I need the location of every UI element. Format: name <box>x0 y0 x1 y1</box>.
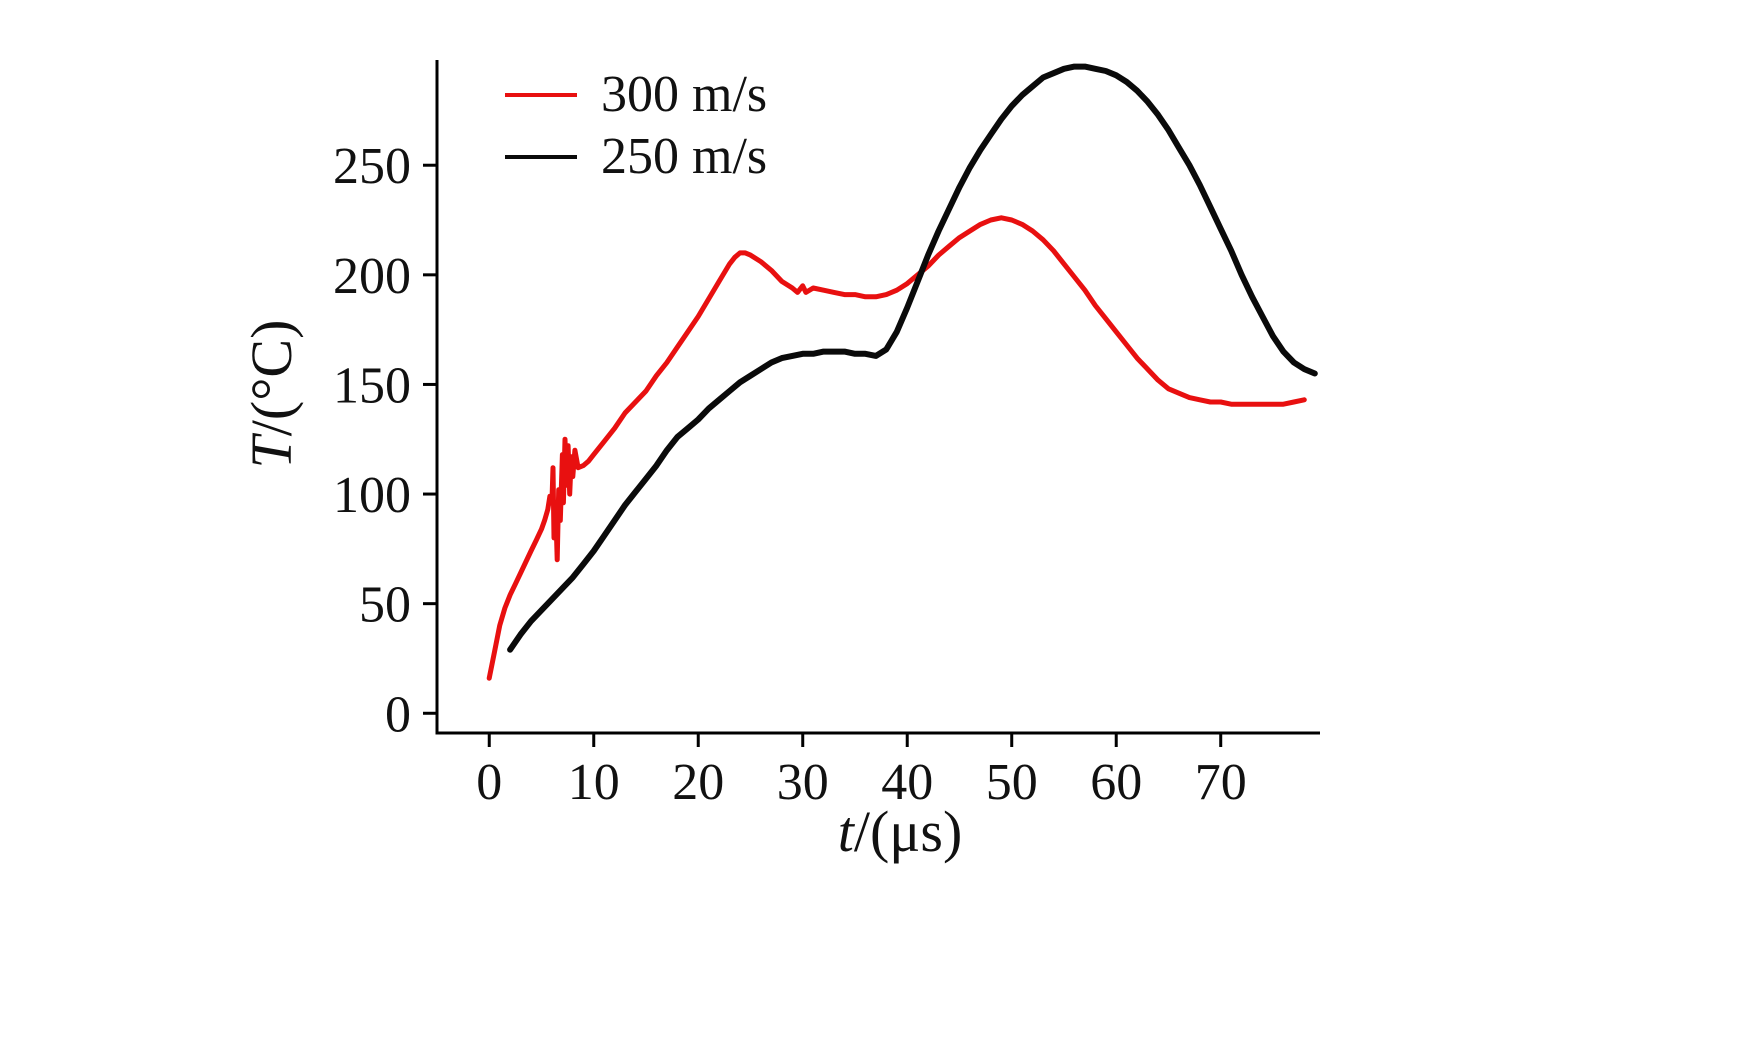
x-tick-label: 50 <box>986 754 1038 811</box>
x-tick-label: 70 <box>1195 754 1247 811</box>
legend-item-250ms: 250 m/s <box>505 126 767 188</box>
x-tick-label: 20 <box>672 754 724 811</box>
series-line-300-m-s <box>486 215 1307 681</box>
y-axis-variable: T <box>239 436 304 469</box>
legend-line-sample-black <box>505 155 577 159</box>
x-axis-units: /(μs) <box>853 799 963 864</box>
x-tick-label: 10 <box>568 754 620 811</box>
x-axis-title: t/(μs) <box>700 802 1100 862</box>
y-tick-label: 250 <box>333 138 411 195</box>
y-tick-label: 0 <box>385 686 411 743</box>
y-axis-units: /(°C) <box>239 319 304 437</box>
legend: 300 m/s 250 m/s <box>505 64 767 188</box>
y-tick-label: 50 <box>359 577 411 634</box>
y-tick-label: 150 <box>333 357 411 414</box>
x-tick-label: 0 <box>476 754 502 811</box>
legend-label-250ms: 250 m/s <box>601 128 768 185</box>
y-tick-label: 200 <box>333 248 411 305</box>
legend-label-300ms: 300 m/s <box>601 66 768 123</box>
y-axis-title: T/(°C) <box>239 214 304 574</box>
series-line-250-m-s <box>507 63 1318 653</box>
x-tick-label: 30 <box>777 754 829 811</box>
y-tick-label: 100 <box>333 467 411 524</box>
legend-line-sample-red <box>505 93 577 97</box>
x-axis-variable: t <box>837 799 854 864</box>
x-tick-label: 60 <box>1090 754 1142 811</box>
x-tick-label: 40 <box>881 754 933 811</box>
legend-item-300ms: 300 m/s <box>505 64 767 126</box>
